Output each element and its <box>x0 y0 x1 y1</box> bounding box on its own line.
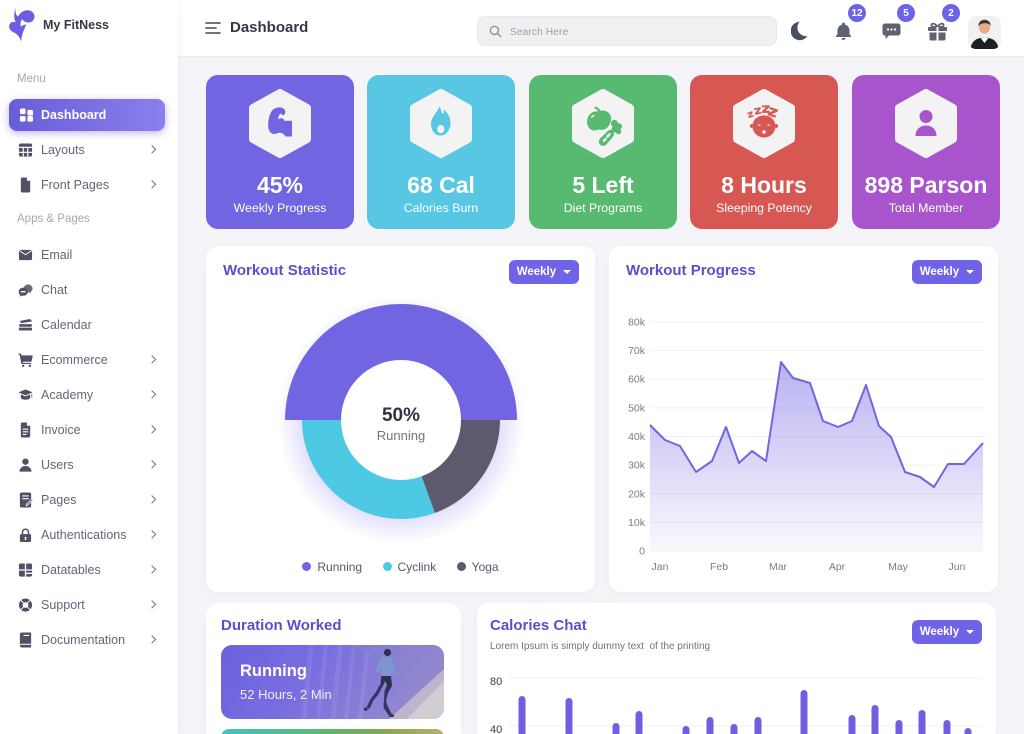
svg-text:50k: 50k <box>628 402 646 414</box>
svg-text:0: 0 <box>639 546 645 558</box>
svg-text:40k: 40k <box>628 431 646 443</box>
svg-text:May: May <box>888 561 909 573</box>
svg-text:70k: 70k <box>628 345 646 357</box>
svg-text:Mar: Mar <box>769 561 788 573</box>
svg-text:80k: 80k <box>628 317 646 329</box>
svg-text:Running: Running <box>377 428 425 443</box>
svg-text:30k: 30k <box>628 460 646 472</box>
svg-text:40: 40 <box>490 724 502 734</box>
svg-text:Jun: Jun <box>949 561 966 573</box>
svg-text:Jan: Jan <box>652 561 669 573</box>
svg-text:Feb: Feb <box>710 561 728 573</box>
svg-text:Apr: Apr <box>829 561 846 573</box>
svg-text:60k: 60k <box>628 374 646 386</box>
svg-text:20k: 20k <box>628 488 646 500</box>
svg-text:10k: 10k <box>628 517 646 529</box>
svg-text:80: 80 <box>490 676 502 688</box>
svg-text:50%: 50% <box>382 405 420 426</box>
